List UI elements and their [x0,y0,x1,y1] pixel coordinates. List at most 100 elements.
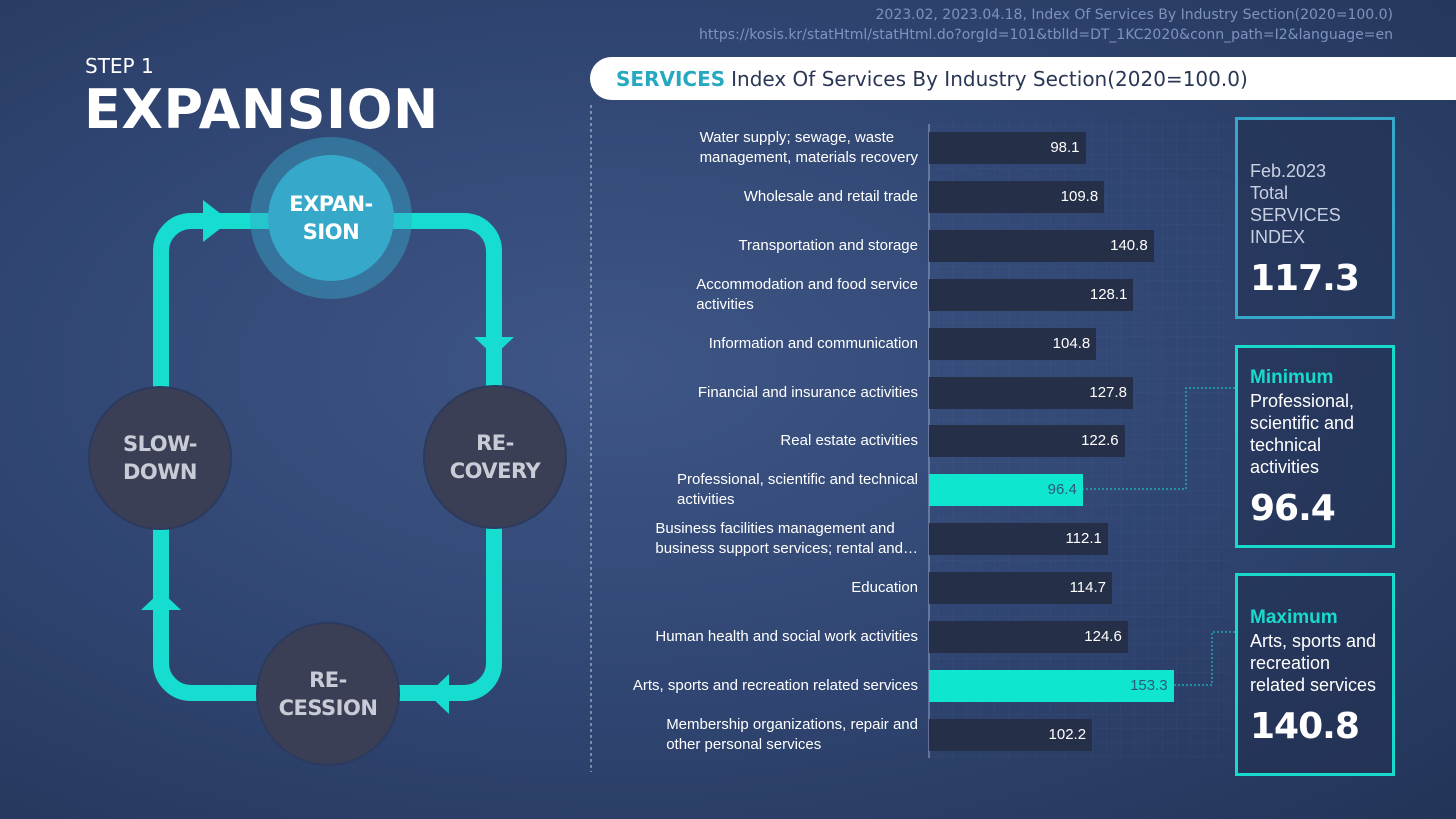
category-label: Membership organizations, repair and othe… [618,713,918,757]
bar-value-label: 102.2 [1048,725,1087,743]
bar-value-label: 153.3 [1130,676,1168,694]
minimum-desc-2: scientific and [1250,413,1355,433]
recession-line-1: RE- [309,668,347,692]
bar-value-label: 104.8 [1052,334,1091,352]
total-head-1: Feb.2023 [1250,161,1327,181]
bar[interactable] [929,327,1097,360]
category-label-line: Arts, sports and recreation related serv… [632,676,918,694]
category-label-line: management, materials recovery [699,149,918,166]
bar-value-label: 128.1 [1089,285,1128,303]
cycle-node-expansion[interactable]: EXPAN- SION [268,155,394,281]
maximum-desc-1: Arts, sports and [1250,631,1377,651]
page-title: EXPANSION [84,78,439,141]
total-head-3: INDEX [1250,227,1306,247]
minimum-box: Minimum Professional, scientific and tec… [1235,345,1395,548]
bar[interactable] [929,132,1086,164]
maximum-box: Maximum Arts, sports and recreation rela… [1235,573,1395,776]
category-label-line: activities [696,295,754,313]
cycle-node-slowdown[interactable]: SLOW- DOWN [88,386,232,530]
bar[interactable] [929,278,1134,311]
expansion-line-1: EXPAN- [289,192,373,216]
bar-value-label: 96.4 [1047,481,1077,499]
bar-value-label: 109.8 [1060,187,1099,205]
maximum-kicker: Maximum [1250,607,1338,628]
bar-value-label: 114.7 [1069,579,1107,597]
bar[interactable] [929,621,1128,653]
bar[interactable] [929,718,1093,751]
total-head-2: Total SERVICES [1250,183,1341,225]
recession-line-2: CESSION [278,696,378,720]
chart-title: Index Of Services By Industry Section(20… [731,66,1248,91]
category-label-line: Transportation and storage [738,236,918,254]
arrow-left-icon [141,591,181,610]
category-label-line: Membership organizations, repair and [666,715,918,733]
bar-value-label: 112.1 [1065,530,1102,548]
arrow-top-icon [203,200,230,242]
arrow-bottom-icon [428,674,449,714]
category-label-line: activities [677,491,735,509]
expansion-line-2: SION [302,220,360,244]
category-label-line: business support services; rental and… [655,540,918,558]
category-label: Information and communication [618,322,918,366]
min-connector [1082,387,1236,490]
bar-value-label: 124.6 [1084,628,1122,645]
bar-value-label: 127.8 [1089,383,1127,401]
total-index-box: Feb.2023 Total SERVICES INDEX 117.3 [1235,117,1395,319]
category-label: Accommodation and food service activities [618,273,918,317]
bar[interactable] [929,523,1108,556]
category-label-line: Human health and social work activities [655,628,918,645]
bar[interactable] [929,180,1105,213]
maximum-desc-2: recreation [1250,653,1331,673]
category-label-line: Business facilities management and [655,520,895,538]
category-label-line: Accommodation and food service [696,275,918,293]
recovery-line-1: RE- [476,431,514,455]
minimum-desc-3: technical [1250,435,1322,455]
chart-title-accent: SERVICES [616,66,726,91]
cycle-node-recession[interactable]: RE- CESSION [256,622,400,766]
minimum-kicker: Minimum [1250,367,1334,388]
bar[interactable] [929,474,1083,507]
bar[interactable] [929,669,1174,702]
category-label-line: Real estate activities [780,432,918,450]
category-label-line: Wholesale and retail trade [743,187,918,205]
category-label: Professional, scientific and technical ac… [618,468,918,512]
category-label-line: Information and communication [708,334,918,352]
source-url[interactable]: https://kosis.kr/statHtml/statHtml.do?or… [699,27,1393,43]
category-label: Human health and social work activities [618,615,918,659]
minimum-desc-4: activities [1250,457,1320,477]
category-label-line: Professional, scientific and technical [677,471,918,489]
bar[interactable] [929,229,1154,262]
bar[interactable] [929,572,1113,605]
bar-value-label: 98.1 [1050,139,1080,156]
arrow-right-icon [474,337,514,356]
total-value: 117.3 [1250,258,1360,299]
category-label: Transportation and storage [618,224,918,268]
minimum-value: 96.4 [1250,488,1336,529]
category-label: Real estate activities [618,419,918,463]
recovery-line-2: COVERY [449,459,541,483]
bar-value-label: 122.6 [1081,432,1119,450]
bar[interactable] [929,425,1125,458]
category-label: Arts, sports and recreation related serv… [618,664,918,708]
chart-title-bar: SERVICES Index Of Services By Industry S… [590,57,1456,100]
slowdown-line-1: SLOW- [122,432,198,456]
step-label: STEP 1 [85,54,154,78]
category-label: Education [618,566,918,610]
bar-value-label: 140.8 [1110,236,1148,254]
slowdown-line-2: DOWN [122,460,198,484]
category-label-line: Water supply; sewage, waste [699,129,895,146]
category-label-line: Education [851,579,918,597]
bar[interactable] [929,376,1133,409]
category-label-line: Financial and insurance activities [697,383,918,401]
source-line-1: 2023.02, 2023.04.18, Index Of Services B… [875,7,1393,23]
maximum-desc-3: related services [1250,675,1377,695]
minimum-desc-1: Professional, [1250,391,1355,411]
category-label: Financial and insurance activities [618,371,918,415]
cycle-node-recovery[interactable]: RE- COVERY [423,385,567,529]
category-label: Water supply; sewage, waste management, m… [618,126,918,170]
category-label: Wholesale and retail trade [618,175,918,219]
category-label-line: other personal services [666,735,822,753]
max-connector [1174,631,1236,686]
maximum-value: 140.8 [1250,706,1360,747]
category-label: Business facilities management and busine… [618,517,918,561]
